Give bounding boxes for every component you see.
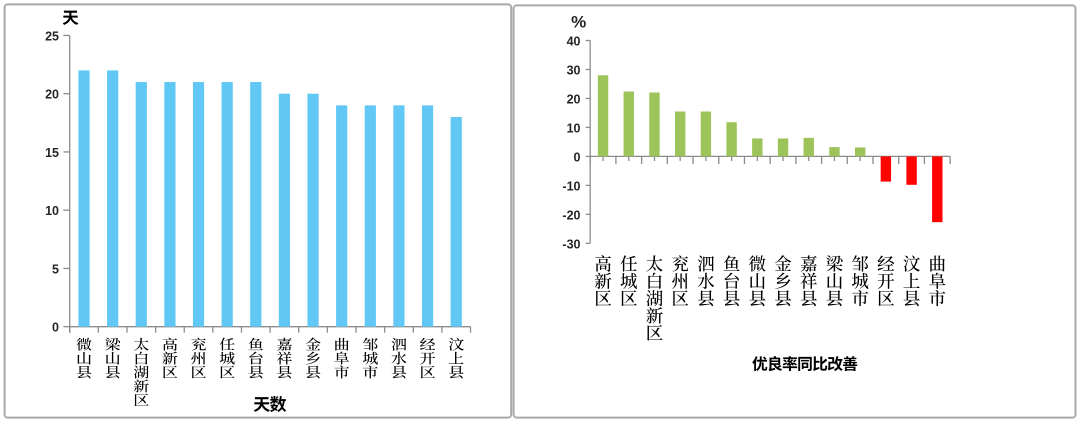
svg-text:10: 10 bbox=[567, 121, 581, 135]
svg-text:20: 20 bbox=[45, 88, 59, 102]
svg-text:5: 5 bbox=[52, 262, 59, 276]
svg-text:20: 20 bbox=[567, 92, 581, 106]
svg-text:15: 15 bbox=[45, 146, 59, 160]
svg-text:30: 30 bbox=[567, 63, 581, 77]
svg-text:-20: -20 bbox=[562, 208, 580, 222]
svg-text:0: 0 bbox=[574, 150, 581, 164]
svg-text:25: 25 bbox=[45, 29, 59, 43]
svg-text:10: 10 bbox=[45, 204, 59, 218]
svg-text:-10: -10 bbox=[562, 179, 580, 193]
svg-text:%: % bbox=[571, 13, 586, 32]
svg-text:0: 0 bbox=[52, 321, 59, 335]
svg-text:40: 40 bbox=[567, 35, 581, 49]
svg-text:-30: -30 bbox=[562, 237, 580, 251]
